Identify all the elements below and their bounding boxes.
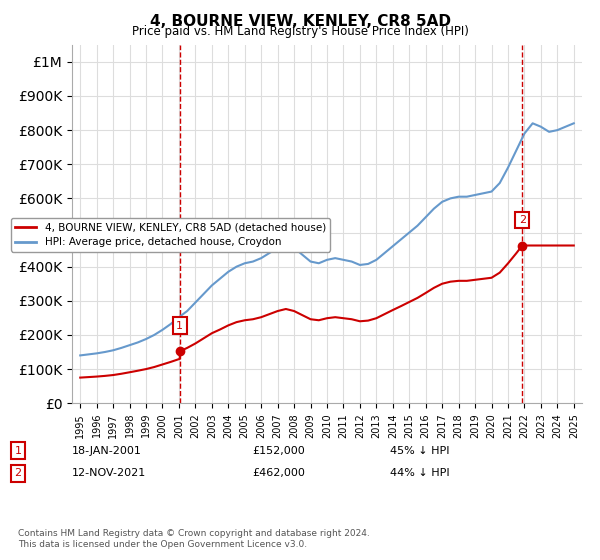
Text: £152,000: £152,000 xyxy=(252,446,305,456)
Text: Price paid vs. HM Land Registry's House Price Index (HPI): Price paid vs. HM Land Registry's House … xyxy=(131,25,469,38)
Text: 18-JAN-2001: 18-JAN-2001 xyxy=(72,446,142,456)
Text: 4, BOURNE VIEW, KENLEY, CR8 5AD: 4, BOURNE VIEW, KENLEY, CR8 5AD xyxy=(149,14,451,29)
Legend: 4, BOURNE VIEW, KENLEY, CR8 5AD (detached house), HPI: Average price, detached h: 4, BOURNE VIEW, KENLEY, CR8 5AD (detache… xyxy=(11,218,330,251)
Text: 12-NOV-2021: 12-NOV-2021 xyxy=(72,468,146,478)
Text: 44% ↓ HPI: 44% ↓ HPI xyxy=(390,468,449,478)
Text: 45% ↓ HPI: 45% ↓ HPI xyxy=(390,446,449,456)
Text: 2: 2 xyxy=(519,215,526,225)
Text: Contains HM Land Registry data © Crown copyright and database right 2024.
This d: Contains HM Land Registry data © Crown c… xyxy=(18,529,370,549)
Text: 1: 1 xyxy=(176,321,183,331)
Text: £462,000: £462,000 xyxy=(252,468,305,478)
Text: 2: 2 xyxy=(14,468,22,478)
Text: 1: 1 xyxy=(14,446,22,456)
